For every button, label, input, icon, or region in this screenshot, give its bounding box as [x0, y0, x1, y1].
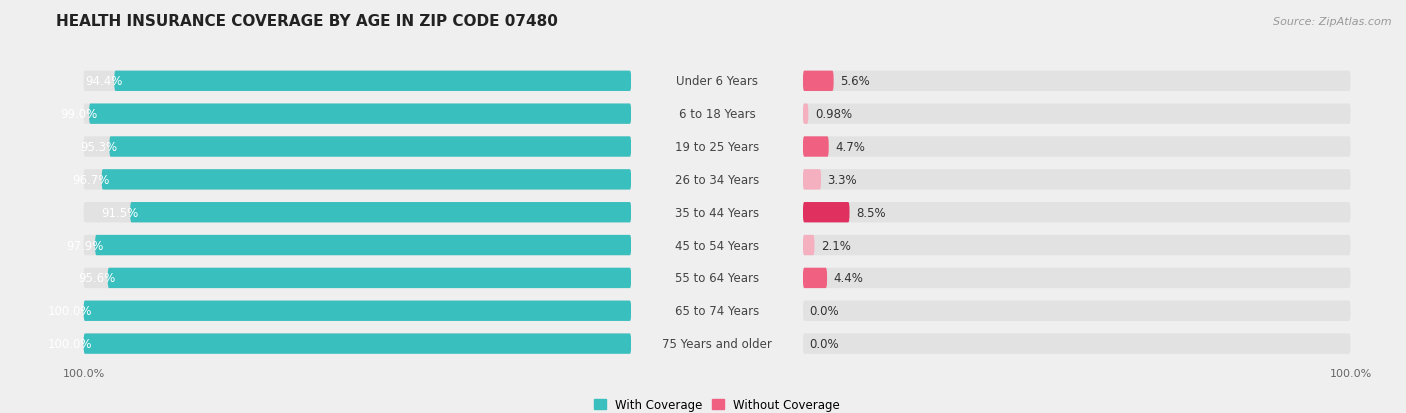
Text: 26 to 34 Years: 26 to 34 Years [675, 173, 759, 186]
Text: 6 to 18 Years: 6 to 18 Years [679, 108, 755, 121]
FancyBboxPatch shape [803, 71, 834, 92]
FancyBboxPatch shape [803, 235, 1351, 256]
Text: 97.9%: 97.9% [66, 239, 103, 252]
FancyBboxPatch shape [803, 137, 1351, 157]
FancyBboxPatch shape [83, 104, 631, 125]
FancyBboxPatch shape [83, 334, 631, 354]
FancyBboxPatch shape [803, 334, 1351, 354]
FancyBboxPatch shape [803, 301, 1351, 321]
Text: 0.0%: 0.0% [810, 304, 839, 318]
Text: Under 6 Years: Under 6 Years [676, 75, 758, 88]
FancyBboxPatch shape [83, 235, 631, 256]
FancyBboxPatch shape [803, 202, 1351, 223]
Text: 55 to 64 Years: 55 to 64 Years [675, 272, 759, 285]
Text: 45 to 54 Years: 45 to 54 Years [675, 239, 759, 252]
Text: 65 to 74 Years: 65 to 74 Years [675, 304, 759, 318]
FancyBboxPatch shape [803, 170, 821, 190]
FancyBboxPatch shape [803, 268, 827, 288]
Text: 99.0%: 99.0% [60, 108, 97, 121]
FancyBboxPatch shape [101, 170, 631, 190]
Text: 94.4%: 94.4% [86, 75, 122, 88]
FancyBboxPatch shape [803, 235, 814, 256]
Text: Source: ZipAtlas.com: Source: ZipAtlas.com [1274, 17, 1392, 26]
Text: 4.7%: 4.7% [835, 141, 865, 154]
Legend: With Coverage, Without Coverage: With Coverage, Without Coverage [589, 394, 845, 413]
Text: 91.5%: 91.5% [101, 206, 138, 219]
FancyBboxPatch shape [83, 268, 631, 288]
Text: 95.6%: 95.6% [79, 272, 115, 285]
Text: 0.98%: 0.98% [815, 108, 852, 121]
Text: 100.0%: 100.0% [48, 337, 91, 350]
FancyBboxPatch shape [83, 301, 631, 321]
FancyBboxPatch shape [114, 71, 631, 92]
FancyBboxPatch shape [131, 202, 631, 223]
FancyBboxPatch shape [803, 202, 849, 223]
Text: 3.3%: 3.3% [828, 173, 858, 186]
Text: 4.4%: 4.4% [834, 272, 863, 285]
Text: 96.7%: 96.7% [73, 173, 110, 186]
Text: 2.1%: 2.1% [821, 239, 851, 252]
Text: 35 to 44 Years: 35 to 44 Years [675, 206, 759, 219]
FancyBboxPatch shape [110, 137, 631, 157]
FancyBboxPatch shape [803, 104, 1351, 125]
FancyBboxPatch shape [96, 235, 631, 256]
Text: 5.6%: 5.6% [841, 75, 870, 88]
Text: 8.5%: 8.5% [856, 206, 886, 219]
FancyBboxPatch shape [803, 71, 1351, 92]
FancyBboxPatch shape [89, 104, 631, 125]
FancyBboxPatch shape [83, 301, 631, 321]
FancyBboxPatch shape [83, 170, 631, 190]
FancyBboxPatch shape [83, 137, 631, 157]
FancyBboxPatch shape [803, 268, 1351, 288]
Text: 95.3%: 95.3% [80, 141, 118, 154]
Text: 75 Years and older: 75 Years and older [662, 337, 772, 350]
Text: 19 to 25 Years: 19 to 25 Years [675, 141, 759, 154]
Text: 100.0%: 100.0% [48, 304, 91, 318]
FancyBboxPatch shape [108, 268, 631, 288]
FancyBboxPatch shape [803, 137, 828, 157]
FancyBboxPatch shape [83, 71, 631, 92]
FancyBboxPatch shape [83, 202, 631, 223]
FancyBboxPatch shape [803, 104, 808, 125]
FancyBboxPatch shape [803, 170, 1351, 190]
Text: HEALTH INSURANCE COVERAGE BY AGE IN ZIP CODE 07480: HEALTH INSURANCE COVERAGE BY AGE IN ZIP … [56, 14, 558, 29]
FancyBboxPatch shape [83, 334, 631, 354]
Text: 0.0%: 0.0% [810, 337, 839, 350]
